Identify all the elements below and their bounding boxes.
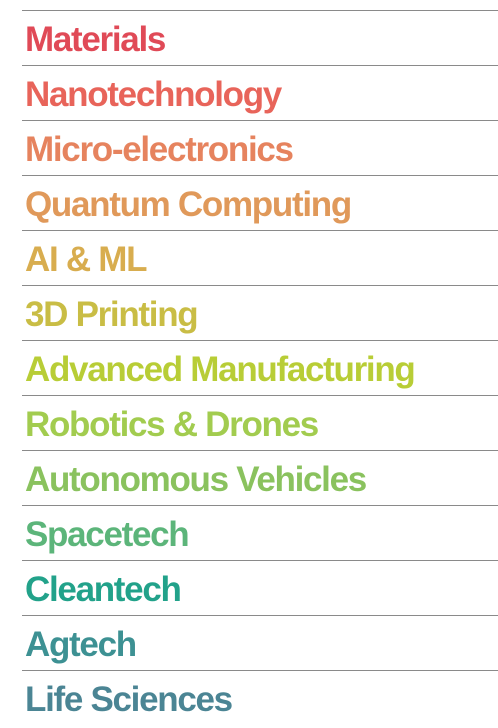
topic-label: Life Sciences xyxy=(25,680,233,719)
topic-label: Cleantech xyxy=(25,570,182,609)
topic-row: Advanced Manufacturing xyxy=(22,340,498,395)
topic-label: Robotics & Drones xyxy=(25,405,319,444)
topic-label: Materials xyxy=(25,20,166,59)
topic-label: 3D Printing xyxy=(25,295,199,334)
topic-row: Spacetech xyxy=(22,505,498,560)
topic-row: Life Sciences xyxy=(22,670,498,725)
topic-label: Nanotechnology xyxy=(25,75,282,114)
topic-label: Quantum Computing xyxy=(25,185,352,224)
topic-row: Autonomous Vehicles xyxy=(22,450,498,505)
topic-row: AI & ML xyxy=(22,230,498,285)
topic-label: Advanced Manufacturing xyxy=(25,350,416,389)
topic-row: 3D Printing xyxy=(22,285,498,340)
topic-row: Nanotechnology xyxy=(22,65,498,120)
topic-label: Micro-electronics xyxy=(25,130,294,169)
topic-label: Agtech xyxy=(25,625,137,664)
topic-row: Cleantech xyxy=(22,560,498,615)
topic-row: Micro-electronics xyxy=(22,120,498,175)
topic-row: Agtech xyxy=(22,615,498,670)
topic-list: Materials Nanotechnology Micro-electronics… xyxy=(22,10,498,725)
topic-row: Quantum Computing xyxy=(22,175,498,230)
topic-label: AI & ML xyxy=(25,240,147,279)
topic-row: Materials xyxy=(22,10,498,65)
topic-label: Autonomous Vehicles xyxy=(25,460,367,499)
topic-label: Spacetech xyxy=(25,515,190,554)
topic-row: Robotics & Drones xyxy=(22,395,498,450)
